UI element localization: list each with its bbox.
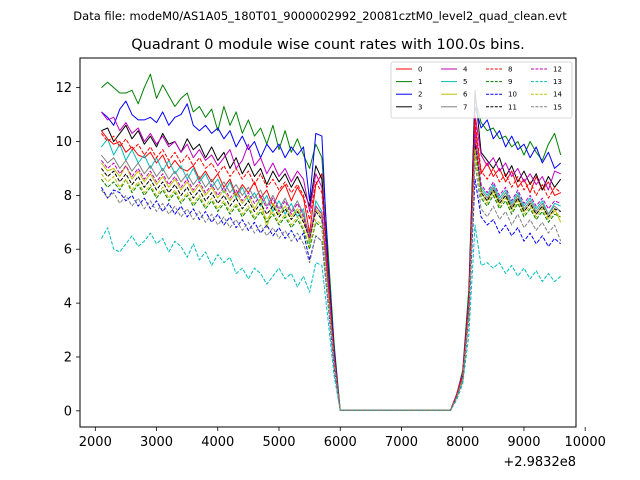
legend-label-9: 9 — [508, 78, 512, 86]
y-tick-label: 0 — [64, 404, 72, 419]
y-tick-label: 10 — [55, 135, 72, 150]
x-tick-label: 3000 — [140, 435, 173, 450]
chart-title: Quadrant 0 module wise count rates with … — [131, 37, 525, 53]
y-tick-label: 12 — [55, 81, 72, 96]
x-tick-label: 8000 — [446, 435, 479, 450]
legend-label-10: 10 — [508, 91, 517, 99]
x-tick-label: 7000 — [385, 435, 418, 450]
legend-box — [390, 61, 573, 119]
series-line-2 — [101, 100, 562, 411]
legend-label-7: 7 — [463, 103, 467, 111]
legend-label-13: 13 — [553, 78, 562, 86]
y-tick-label: 2 — [64, 350, 72, 365]
x-axis: 2000 3000 4000 5000 6000 7000 8000 9000 10000 — [79, 427, 606, 450]
y-tick-label: 8 — [64, 189, 72, 204]
plot-frame — [79, 57, 577, 428]
series-line-3 — [101, 89, 562, 411]
legend-label-1: 1 — [418, 78, 422, 86]
x-tick-label: 4000 — [201, 435, 234, 450]
x-tick-label: 9000 — [507, 435, 540, 450]
data-file-caption: Data file: modeM0/AS1A05_180T01_90000029… — [73, 9, 567, 23]
y-tick-label: 6 — [64, 243, 72, 258]
legend-label-4: 4 — [463, 66, 468, 74]
series-line-4 — [101, 111, 561, 411]
x-tick-label: 5000 — [262, 435, 295, 450]
series-line-14 — [101, 149, 562, 411]
x-offset-label: +2.9832e8 — [503, 455, 576, 470]
series-line-12 — [101, 132, 561, 411]
x-tick-label: 10000 — [565, 435, 606, 450]
series-line-7 — [101, 138, 562, 411]
x-tick-label: 6000 — [324, 435, 357, 450]
series-line-15 — [101, 162, 562, 411]
y-tick-label: 4 — [64, 297, 72, 312]
legend-label-5: 5 — [463, 78, 467, 86]
legend-label-15: 15 — [553, 103, 562, 111]
legend-label-8: 8 — [508, 66, 512, 74]
y-axis: 0 2 4 6 8 10 12 — [55, 81, 80, 419]
legend-label-0: 0 — [418, 66, 422, 74]
series-layer — [100, 73, 562, 411]
series-line-0 — [101, 124, 561, 411]
series-line-9 — [101, 151, 561, 411]
series-line-8 — [101, 119, 562, 411]
x-tick-label: 2000 — [79, 435, 112, 450]
legend-label-6: 6 — [463, 91, 468, 99]
series-line-10 — [100, 178, 562, 411]
legend-label-11: 11 — [508, 103, 517, 111]
legend-label-3: 3 — [418, 103, 422, 111]
series-line-1 — [101, 73, 562, 411]
legend-label-12: 12 — [553, 66, 562, 74]
legend-label-2: 2 — [418, 91, 422, 99]
series-line-11 — [101, 143, 561, 411]
series-line-13 — [100, 224, 562, 411]
legend-label-14: 14 — [553, 91, 562, 99]
